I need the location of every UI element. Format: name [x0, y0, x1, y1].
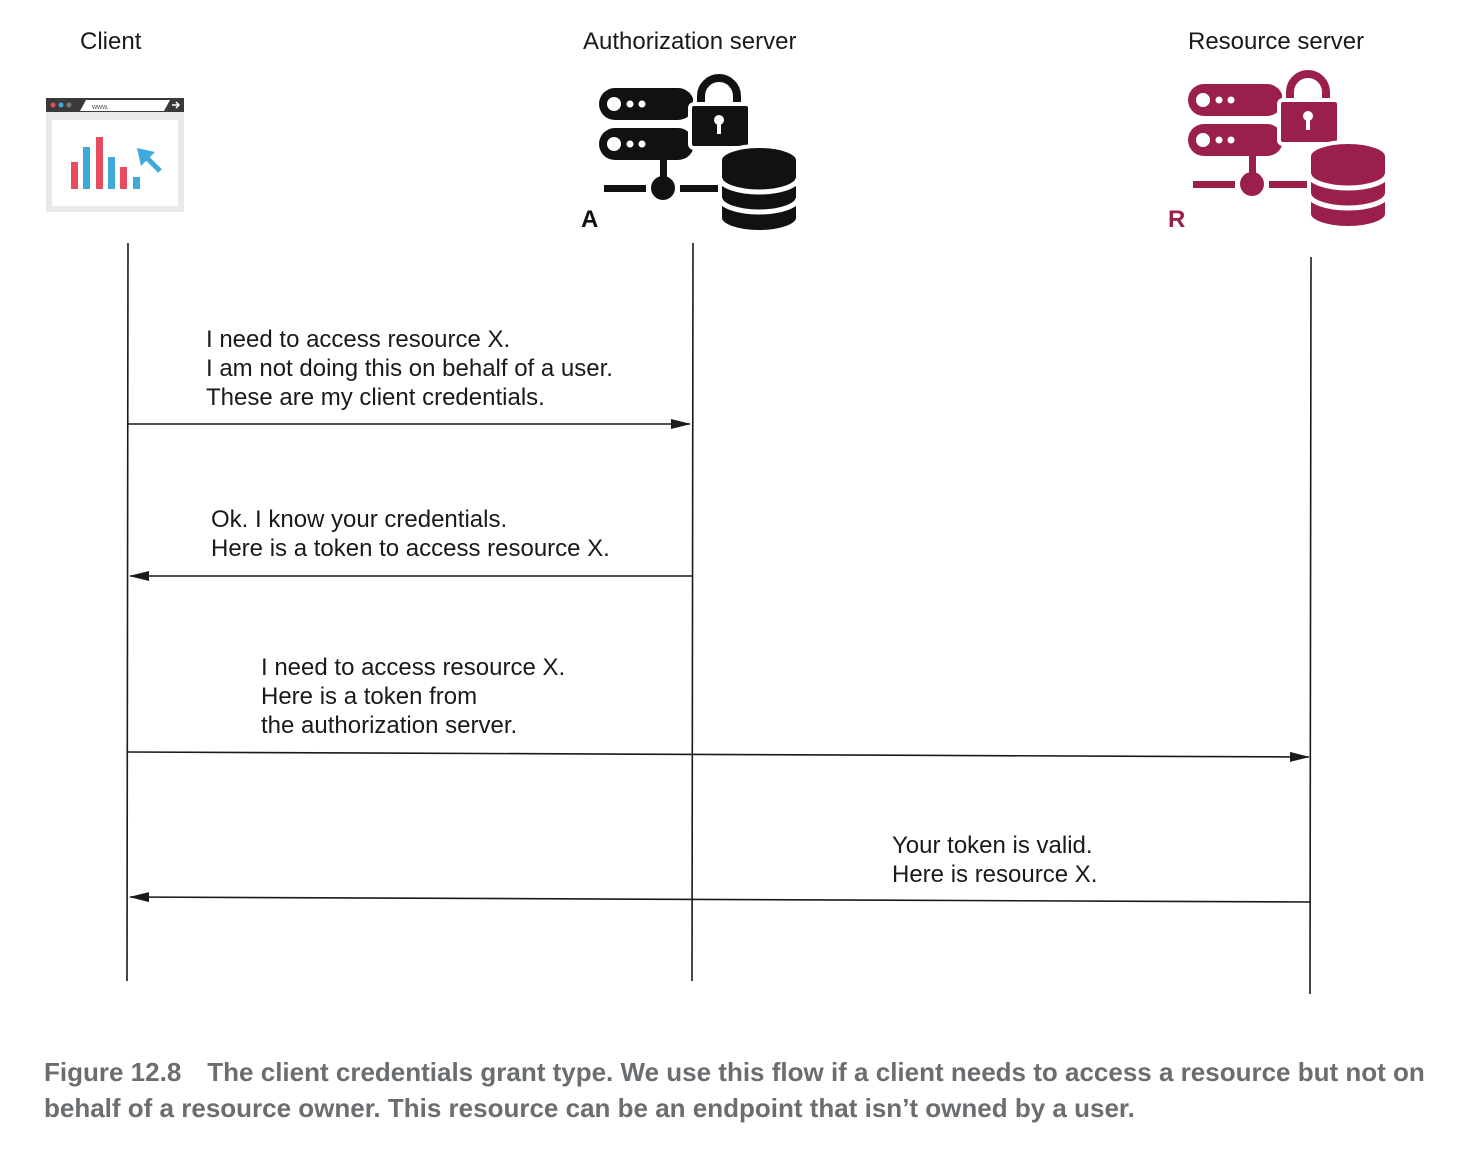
message-4-text: Your token is valid. Here is resource X.	[892, 832, 1098, 888]
figure-caption-text: The client credentials grant type. We us…	[44, 1057, 1425, 1123]
resource-server-lifeline	[1309, 256, 1312, 995]
client-browser-icon: www.	[46, 98, 184, 212]
resource-server-label: Resource server	[1188, 28, 1365, 55]
figure-caption: Figure 12.8 The client credentials grant …	[44, 1054, 1444, 1126]
client-url-text: www.	[91, 104, 109, 111]
resource-server-icon	[1188, 66, 1390, 230]
message-1-text: I need to access resource X. I am not do…	[206, 326, 613, 411]
authorization-server-label: Authorization server	[583, 28, 797, 55]
client-lifeline	[126, 242, 129, 982]
resource-server-tag: R	[1168, 206, 1186, 233]
figure-number: Figure 12.8	[44, 1057, 182, 1087]
authorization-server-icon	[599, 70, 801, 234]
authorization-server-tag: A	[581, 206, 599, 233]
message-arrow-3	[127, 751, 1310, 762]
authorization-server-lifeline	[691, 242, 694, 982]
client-label: Client	[80, 28, 142, 55]
message-3-text: I need to access resource X. Here is a t…	[261, 654, 566, 739]
message-2-text: Ok. I know your credentials. Here is a t…	[211, 506, 610, 562]
message-arrow-4	[129, 892, 1311, 903]
